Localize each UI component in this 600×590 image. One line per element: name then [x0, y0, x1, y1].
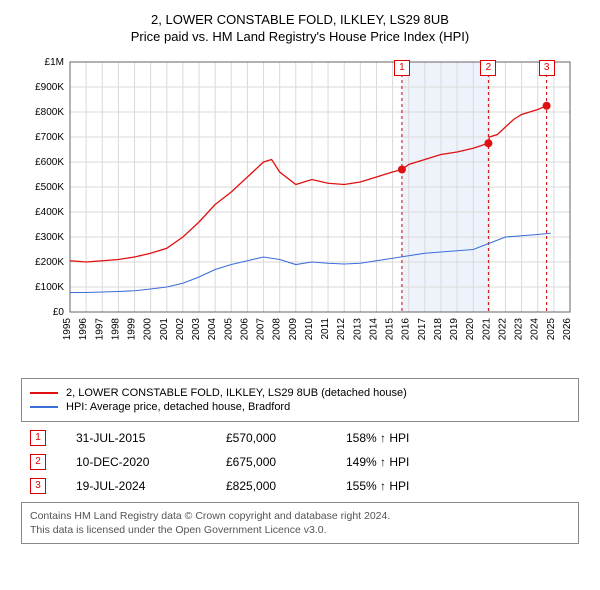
svg-text:2001: 2001 — [159, 318, 170, 341]
legend-item-1: HPI: Average price, detached house, Brad… — [30, 401, 570, 413]
svg-text:£100K: £100K — [35, 282, 64, 293]
svg-text:1998: 1998 — [110, 318, 121, 341]
legend-swatch — [30, 406, 58, 408]
svg-text:2007: 2007 — [256, 318, 267, 341]
sales-table: 1 31-JUL-2015£570,000158% ↑ HPI 2 10-DEC-20… — [30, 430, 570, 494]
legend-label: HPI: Average price, detached house, Brad… — [66, 401, 290, 413]
svg-text:2024: 2024 — [530, 318, 541, 341]
chart-marker-1: 1 — [394, 60, 410, 76]
legend: 2, LOWER CONSTABLE FOLD, ILKLEY, LS29 8U… — [21, 378, 579, 422]
sale-price: £675,000 — [226, 455, 346, 469]
sale-row-2: 2 10-DEC-2020£675,000149% ↑ HPI — [30, 454, 570, 470]
svg-text:2002: 2002 — [175, 318, 186, 341]
title-address: 2, LOWER CONSTABLE FOLD, ILKLEY, LS29 8U… — [10, 12, 590, 27]
title-subtitle: Price paid vs. HM Land Registry's House … — [10, 29, 590, 44]
sale-date: 19-JUL-2024 — [76, 479, 226, 493]
legend-swatch — [30, 392, 58, 394]
svg-text:£300K: £300K — [35, 232, 64, 243]
attribution: Contains HM Land Registry data © Crown c… — [21, 502, 579, 544]
svg-text:2005: 2005 — [223, 318, 234, 341]
chart-marker-3: 3 — [539, 60, 555, 76]
chart-svg: £0 £100K £200K £300K £400K £500K £600K £700K £80… — [20, 52, 580, 372]
svg-text:2017: 2017 — [417, 318, 428, 341]
sale-hpi-pct: 158% ↑ HPI — [346, 431, 466, 445]
svg-text:£500K: £500K — [35, 182, 64, 193]
attribution-line2: This data is licensed under the Open Gov… — [30, 523, 570, 537]
svg-text:1997: 1997 — [94, 318, 105, 341]
svg-text:2023: 2023 — [514, 318, 525, 341]
svg-text:2018: 2018 — [433, 318, 444, 341]
sale-marker-num: 1 — [30, 430, 46, 446]
svg-text:2010: 2010 — [304, 318, 315, 341]
chart-marker-2: 2 — [480, 60, 496, 76]
svg-text:£700K: £700K — [35, 132, 64, 143]
sale-row-3: 3 19-JUL-2024£825,000155% ↑ HPI — [30, 478, 570, 494]
sale-date: 31-JUL-2015 — [76, 431, 226, 445]
sale-price: £570,000 — [226, 431, 346, 445]
svg-text:2021: 2021 — [481, 318, 492, 341]
svg-text:2025: 2025 — [546, 318, 557, 341]
svg-text:1996: 1996 — [78, 318, 89, 341]
attribution-line1: Contains HM Land Registry data © Crown c… — [30, 509, 570, 523]
svg-text:1995: 1995 — [62, 318, 73, 341]
svg-text:2006: 2006 — [239, 318, 250, 341]
svg-text:2008: 2008 — [272, 318, 283, 341]
svg-text:2012: 2012 — [336, 318, 347, 341]
sale-date: 10-DEC-2020 — [76, 455, 226, 469]
sale-marker-num: 2 — [30, 454, 46, 470]
svg-text:£400K: £400K — [35, 207, 64, 218]
legend-label: 2, LOWER CONSTABLE FOLD, ILKLEY, LS29 8U… — [66, 387, 407, 399]
svg-text:2009: 2009 — [288, 318, 299, 341]
svg-text:2013: 2013 — [352, 318, 363, 341]
svg-text:£900K: £900K — [35, 82, 64, 93]
sale-row-1: 1 31-JUL-2015£570,000158% ↑ HPI — [30, 430, 570, 446]
price-chart: £0 £100K £200K £300K £400K £500K £600K £700K £80… — [20, 52, 580, 372]
svg-text:£200K: £200K — [35, 257, 64, 268]
svg-text:2014: 2014 — [368, 318, 379, 341]
svg-text:2011: 2011 — [320, 318, 331, 340]
sale-marker-num: 3 — [30, 478, 46, 494]
svg-text:1999: 1999 — [127, 318, 138, 341]
svg-text:2015: 2015 — [385, 318, 396, 341]
svg-text:2022: 2022 — [497, 318, 508, 341]
svg-text:£600K: £600K — [35, 157, 64, 168]
legend-item-0: 2, LOWER CONSTABLE FOLD, ILKLEY, LS29 8U… — [30, 387, 570, 399]
sale-price: £825,000 — [226, 479, 346, 493]
svg-text:2026: 2026 — [562, 318, 573, 341]
svg-text:2004: 2004 — [207, 318, 218, 341]
svg-text:£1M: £1M — [45, 57, 64, 68]
svg-text:2019: 2019 — [449, 318, 460, 341]
sale-hpi-pct: 155% ↑ HPI — [346, 479, 466, 493]
sale-hpi-pct: 149% ↑ HPI — [346, 455, 466, 469]
svg-text:£800K: £800K — [35, 107, 64, 118]
svg-text:£0: £0 — [53, 307, 65, 318]
svg-text:2003: 2003 — [191, 318, 202, 341]
svg-text:2000: 2000 — [143, 318, 154, 341]
svg-text:2016: 2016 — [401, 318, 412, 341]
svg-text:2020: 2020 — [465, 318, 476, 341]
